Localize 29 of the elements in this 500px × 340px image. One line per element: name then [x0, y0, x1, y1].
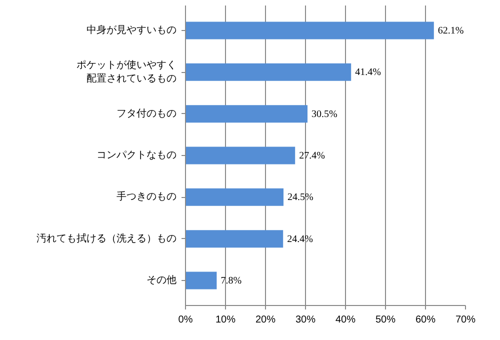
- data-label: 62.1%: [438, 26, 464, 36]
- x-tick-label: 20%: [255, 314, 276, 326]
- bar: [186, 230, 284, 248]
- x-tick-label: 30%: [295, 314, 316, 326]
- y-tick-label: 手つきのもの: [116, 190, 176, 203]
- data-label: 24.5%: [288, 192, 314, 204]
- bar: [186, 188, 284, 206]
- x-tick-label: 40%: [335, 314, 356, 326]
- x-tick-label: 10%: [215, 314, 236, 326]
- x-tick-label: 60%: [415, 314, 436, 326]
- y-tick-label: 汚れても拭ける（洗える）もの: [36, 232, 176, 244]
- bar: [186, 22, 434, 40]
- bar: [186, 105, 308, 123]
- x-tick-label: 50%: [375, 314, 396, 326]
- data-label: 27.4%: [299, 150, 325, 162]
- y-tick-label: コンパクトなもの: [96, 150, 176, 161]
- bar: [186, 146, 296, 164]
- y-tick-label: その他: [146, 274, 176, 286]
- y-tick-label: 中身が見やすいもの: [86, 24, 176, 36]
- data-label: 24.4%: [287, 234, 313, 245]
- data-label: 30.5%: [312, 108, 338, 120]
- y-tick-label: ポケットが使いやすく配置されているもの: [76, 60, 176, 84]
- data-label: 7.8%: [220, 276, 242, 286]
- bar: [186, 272, 217, 290]
- y-tick-label: フタ付のもの: [116, 108, 176, 120]
- data-label: 41.4%: [355, 67, 381, 78]
- x-tick-label: 70%: [455, 314, 476, 326]
- bar: [186, 63, 352, 81]
- x-tick-label: 0%: [178, 314, 193, 326]
